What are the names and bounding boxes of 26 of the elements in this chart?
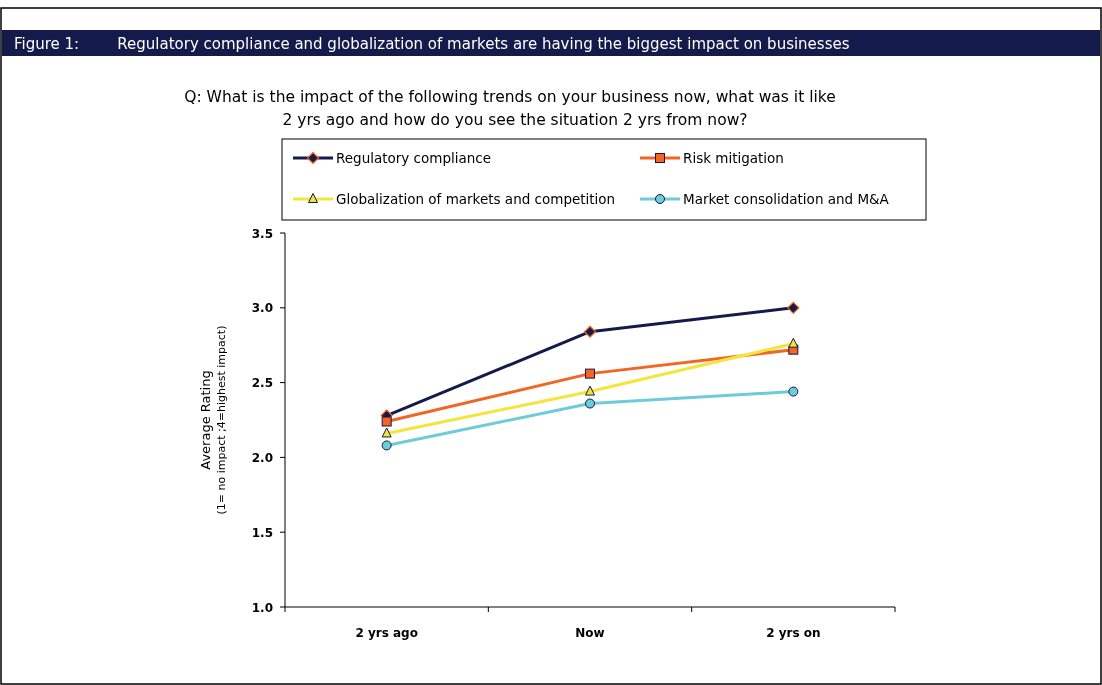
point [788, 337, 799, 348]
legend-label: Globalization of markets and competition [336, 191, 616, 207]
y-tick-label: 2.0 [251, 450, 273, 465]
y-axis-title: Average Rating (1= no impact ;4=highest impact) [198, 325, 228, 515]
y-tick-label: 1.0 [251, 600, 273, 615]
y-tick-label: 3.5 [251, 226, 273, 241]
legend-label: Market consolidation and M&A [683, 191, 890, 207]
point [787, 301, 800, 314]
y-tick-label: 2.5 [251, 376, 273, 391]
point [585, 368, 595, 379]
x-tick-label: 2 yrs ago [355, 626, 418, 640]
legend-label: Risk mitigation [683, 150, 784, 166]
x-tick-label: Now [575, 626, 605, 640]
chart-title: Figure 1: Regulatory compliance and globalization of markets are having the biggest impact on businesses [14, 35, 850, 53]
y-tick-label: 3.0 [251, 301, 273, 316]
x-tick-label: 2 yrs on [766, 626, 821, 640]
point [381, 440, 392, 451]
legend-label: Regulatory compliance [336, 150, 492, 166]
point [585, 385, 595, 396]
point [585, 398, 595, 409]
point [583, 325, 597, 338]
point [381, 427, 392, 438]
point [381, 416, 392, 427]
y-tick-label: 1.5 [251, 525, 273, 540]
point [788, 386, 799, 397]
chart-subtitle: Q: What is the impact of the following trends on your business now, what was it like 2 yrs ago and how do you see the situation 2 yrs from now? [184, 88, 836, 129]
